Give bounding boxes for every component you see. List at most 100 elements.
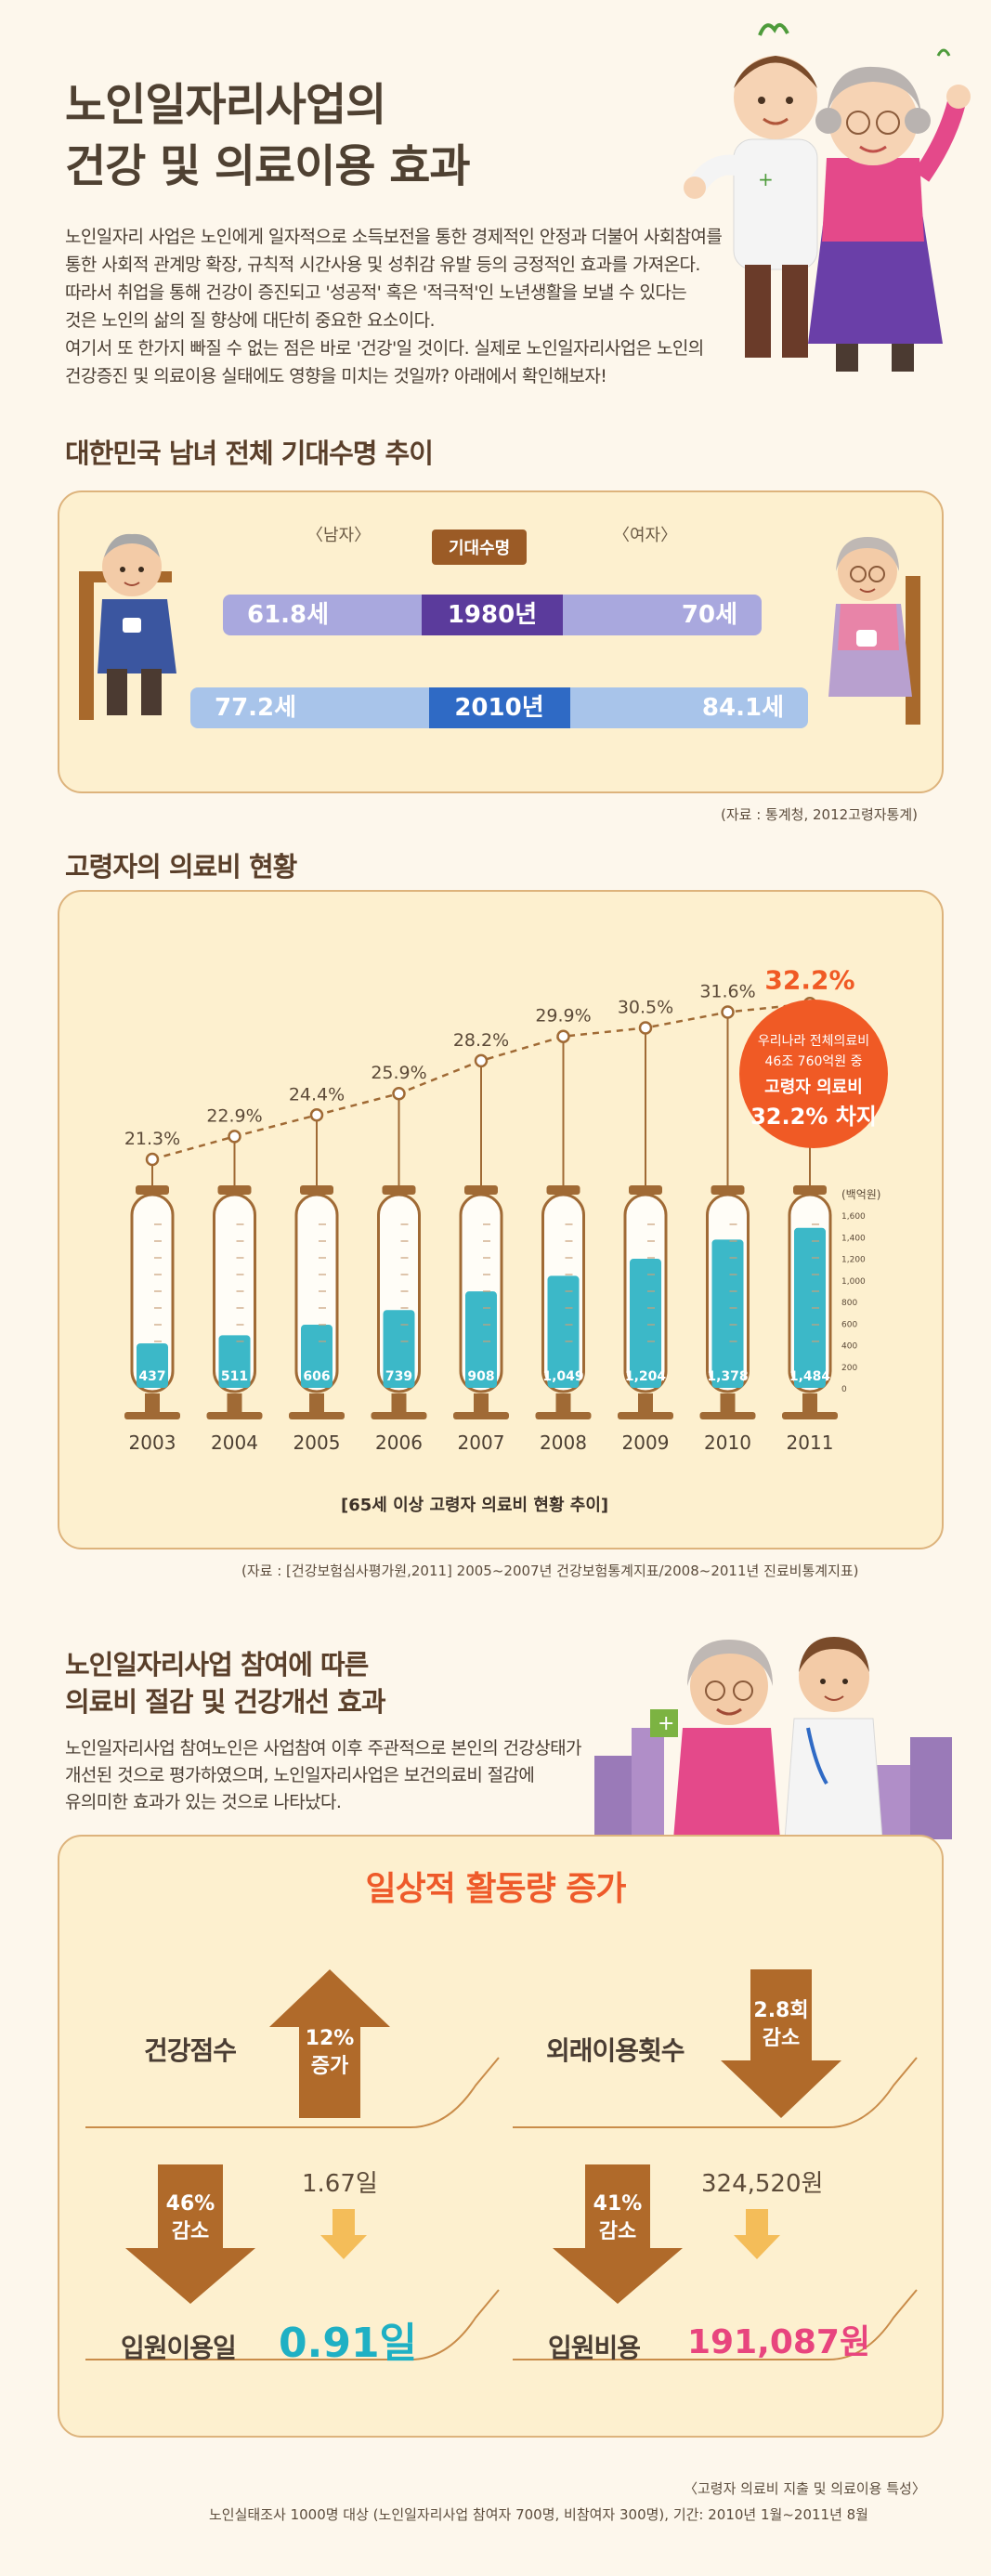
hospital-cost-dir: 감소	[598, 2220, 637, 2243]
syringe-plunger	[638, 1393, 653, 1412]
syringe-plunger	[555, 1393, 571, 1412]
intro-line: 것은 노인의 삶의 질 향상에 대단히 중요한 요소이다.	[65, 310, 436, 331]
male-2010: 77.2세	[215, 694, 297, 722]
bar-value-label: 1,378	[707, 1369, 748, 1384]
effects-headline: 일상적 활동량 증가	[365, 1870, 626, 1908]
bar-value-label: 1,204	[625, 1369, 667, 1384]
syringe-cap	[300, 1185, 333, 1195]
intro-line: 통한 사회적 관계망 확장, 규칙적 시간사용 및 성취감 유발 등의 긍정적인…	[65, 255, 700, 275]
survey-note-1: 〈고령자 의료비 지출 및 의료이용 특성〉	[684, 2480, 926, 2497]
hospital-cost-rate: 41%	[593, 2192, 643, 2216]
grandma-illustration	[828, 537, 920, 725]
survey-note-2: 노인실태조사 1000명 대상 (노인일자리사업 참여자 700명, 비참여자 …	[209, 2506, 868, 2523]
participation-desc: 노인일자리사업 참여노인은 사업참여 이후 주관적으로 본인의 건강상태가 개선…	[65, 1735, 659, 1816]
scale-tick-label: 0	[841, 1385, 847, 1394]
svg-text:+: +	[658, 1712, 674, 1735]
bar-fill	[711, 1239, 744, 1388]
year-label: 2010	[704, 1432, 751, 1454]
bar-value-label: 606	[303, 1369, 330, 1384]
life-bar-2010: 77.2세 2010년 84.1세	[190, 687, 808, 728]
unit-label: (백억원)	[841, 1188, 880, 1201]
male-1980: 61.8세	[247, 601, 330, 629]
svg-text:+: +	[758, 168, 774, 190]
health-score-pct: 12%	[305, 2027, 355, 2050]
bar-value-label: 739	[385, 1369, 412, 1384]
bar-fill	[547, 1275, 580, 1388]
bar-fill	[301, 1325, 333, 1388]
hospital-days-dir: 감소	[171, 2220, 210, 2243]
participation-title-line-1: 노인일자리사업 참여에 따른	[65, 1649, 369, 1680]
hospital-days-before: 1.67일	[302, 2170, 378, 2198]
scale-tick-label: 1,200	[841, 1256, 866, 1265]
bar-fill	[794, 1227, 826, 1388]
down-arrow-small-icon	[320, 2209, 367, 2259]
hospital-days-after: 0.91일	[279, 2320, 418, 2367]
intro-line: 건강증진 및 의료이용 실태에도 영향을 미치는 것일까? 아래에서 확인해보자…	[65, 366, 607, 386]
outpatient-label: 외래이용횟수	[546, 2035, 685, 2066]
desc-line: 노인일자리사업 참여노인은 사업참여 이후 주관적으로 본인의 건강상태가	[65, 1738, 582, 1759]
data-point	[556, 1029, 570, 1043]
syringe-plunger	[227, 1393, 242, 1412]
doctor-grandma-illustration: +	[684, 22, 971, 372]
title-line-2: 건강 및 의료이용 효과	[65, 140, 471, 192]
scale-tick-label: 1,600	[841, 1212, 866, 1222]
scale-tick-label: 600	[841, 1320, 857, 1329]
grandma-doctor-illustration: +	[594, 1637, 952, 1839]
callout-line-1: 우리나라 전체의료비	[757, 1034, 870, 1049]
data-point	[638, 1021, 653, 1035]
down-arrow-icon	[721, 1969, 841, 2118]
syringe-plunger	[802, 1393, 817, 1412]
health-score-label: 건강점수	[144, 2035, 237, 2066]
scale-tick-label: 400	[841, 1342, 857, 1352]
year-label: 2007	[458, 1432, 505, 1454]
down-arrow-icon	[553, 2164, 683, 2304]
scale-tick-label: 800	[841, 1299, 857, 1308]
intro-text: 노인일자리 사업은 노인에게 일자적으로 소득보전을 통한 경제적인 안정과 더…	[65, 223, 789, 390]
life-expectancy-tag: 기대수명	[432, 530, 528, 565]
page-title: 노인일자리사업의 건강 및 의료이용 효과	[65, 74, 548, 197]
syringe-cap	[217, 1185, 252, 1195]
pct-label: 30.5%	[618, 997, 673, 1017]
syringe-cap	[629, 1185, 662, 1195]
medical-cost-source: (자료 : [건강보험심사평가원,2011] 2005~2007년 건강보험통계…	[241, 1563, 859, 1579]
syringe-base	[371, 1412, 427, 1419]
year-1980: 1980년	[422, 595, 563, 635]
life-expectancy-source: (자료 : 통계청, 2012고령자통계)	[721, 806, 919, 823]
scale-tick-label: 200	[841, 1364, 857, 1373]
intro-line: 여기서 또 한가지 빠질 수 없는 점은 바로 '건강'일 것이다. 실제로 노…	[65, 338, 704, 359]
chart-caption: [65세 이상 고령자 의료비 현황 추이]	[341, 1496, 609, 1515]
syringe-base	[535, 1412, 592, 1419]
hospital-days-pct: 46% 감소	[125, 2190, 255, 2246]
syringe-plunger	[720, 1393, 736, 1412]
pct-label: 22.9%	[206, 1105, 262, 1126]
bar-value-label: 908	[467, 1369, 494, 1384]
female-label: 〈여자〉	[613, 526, 678, 545]
female-1980: 70세	[681, 601, 737, 629]
medical-cost-title: 고령자의 의료비 현황	[65, 851, 297, 883]
scale-tick-label: 1,400	[841, 1234, 866, 1243]
syringe-cap	[546, 1185, 580, 1195]
bar-fill	[383, 1310, 415, 1388]
callout-line-3: 고령자 의료비	[764, 1078, 863, 1097]
female-2010: 84.1세	[701, 694, 784, 722]
callout-badge: 우리나라 전체의료비 46조 760억원 중 고령자 의료비 32.2% 차지	[739, 1000, 888, 1148]
outpatient-count: 2.8회	[753, 1999, 809, 2022]
syringe-plunger	[309, 1393, 324, 1412]
medical-cost-chart: 437 21.3% 2003 511 22.9% 2004 606 24.4% 2005 739 2…	[124, 964, 881, 1454]
syringe-tube	[130, 1193, 175, 1393]
bar-fill	[137, 1343, 168, 1388]
desc-line: 개선된 것으로 평가하였으며, 노인일자리사업은 보건의료비 절감에	[65, 1765, 535, 1785]
scale-tick-label: 1,000	[841, 1277, 866, 1287]
year-label: 2004	[211, 1432, 258, 1454]
data-point	[474, 1053, 489, 1068]
syringe-cap	[464, 1185, 498, 1195]
syringe-cap	[136, 1185, 169, 1195]
year-label: 2008	[540, 1432, 587, 1454]
syringe-base	[782, 1412, 838, 1419]
bar-value-label: 1,049	[542, 1369, 583, 1384]
syringe-base	[699, 1412, 756, 1419]
syringe-base	[618, 1412, 673, 1419]
bar-value-label: 1,484	[789, 1369, 831, 1384]
syringe-cap	[711, 1185, 745, 1195]
life-expectancy-title: 대한민국 남녀 전체 기대수명 추이	[65, 438, 434, 469]
